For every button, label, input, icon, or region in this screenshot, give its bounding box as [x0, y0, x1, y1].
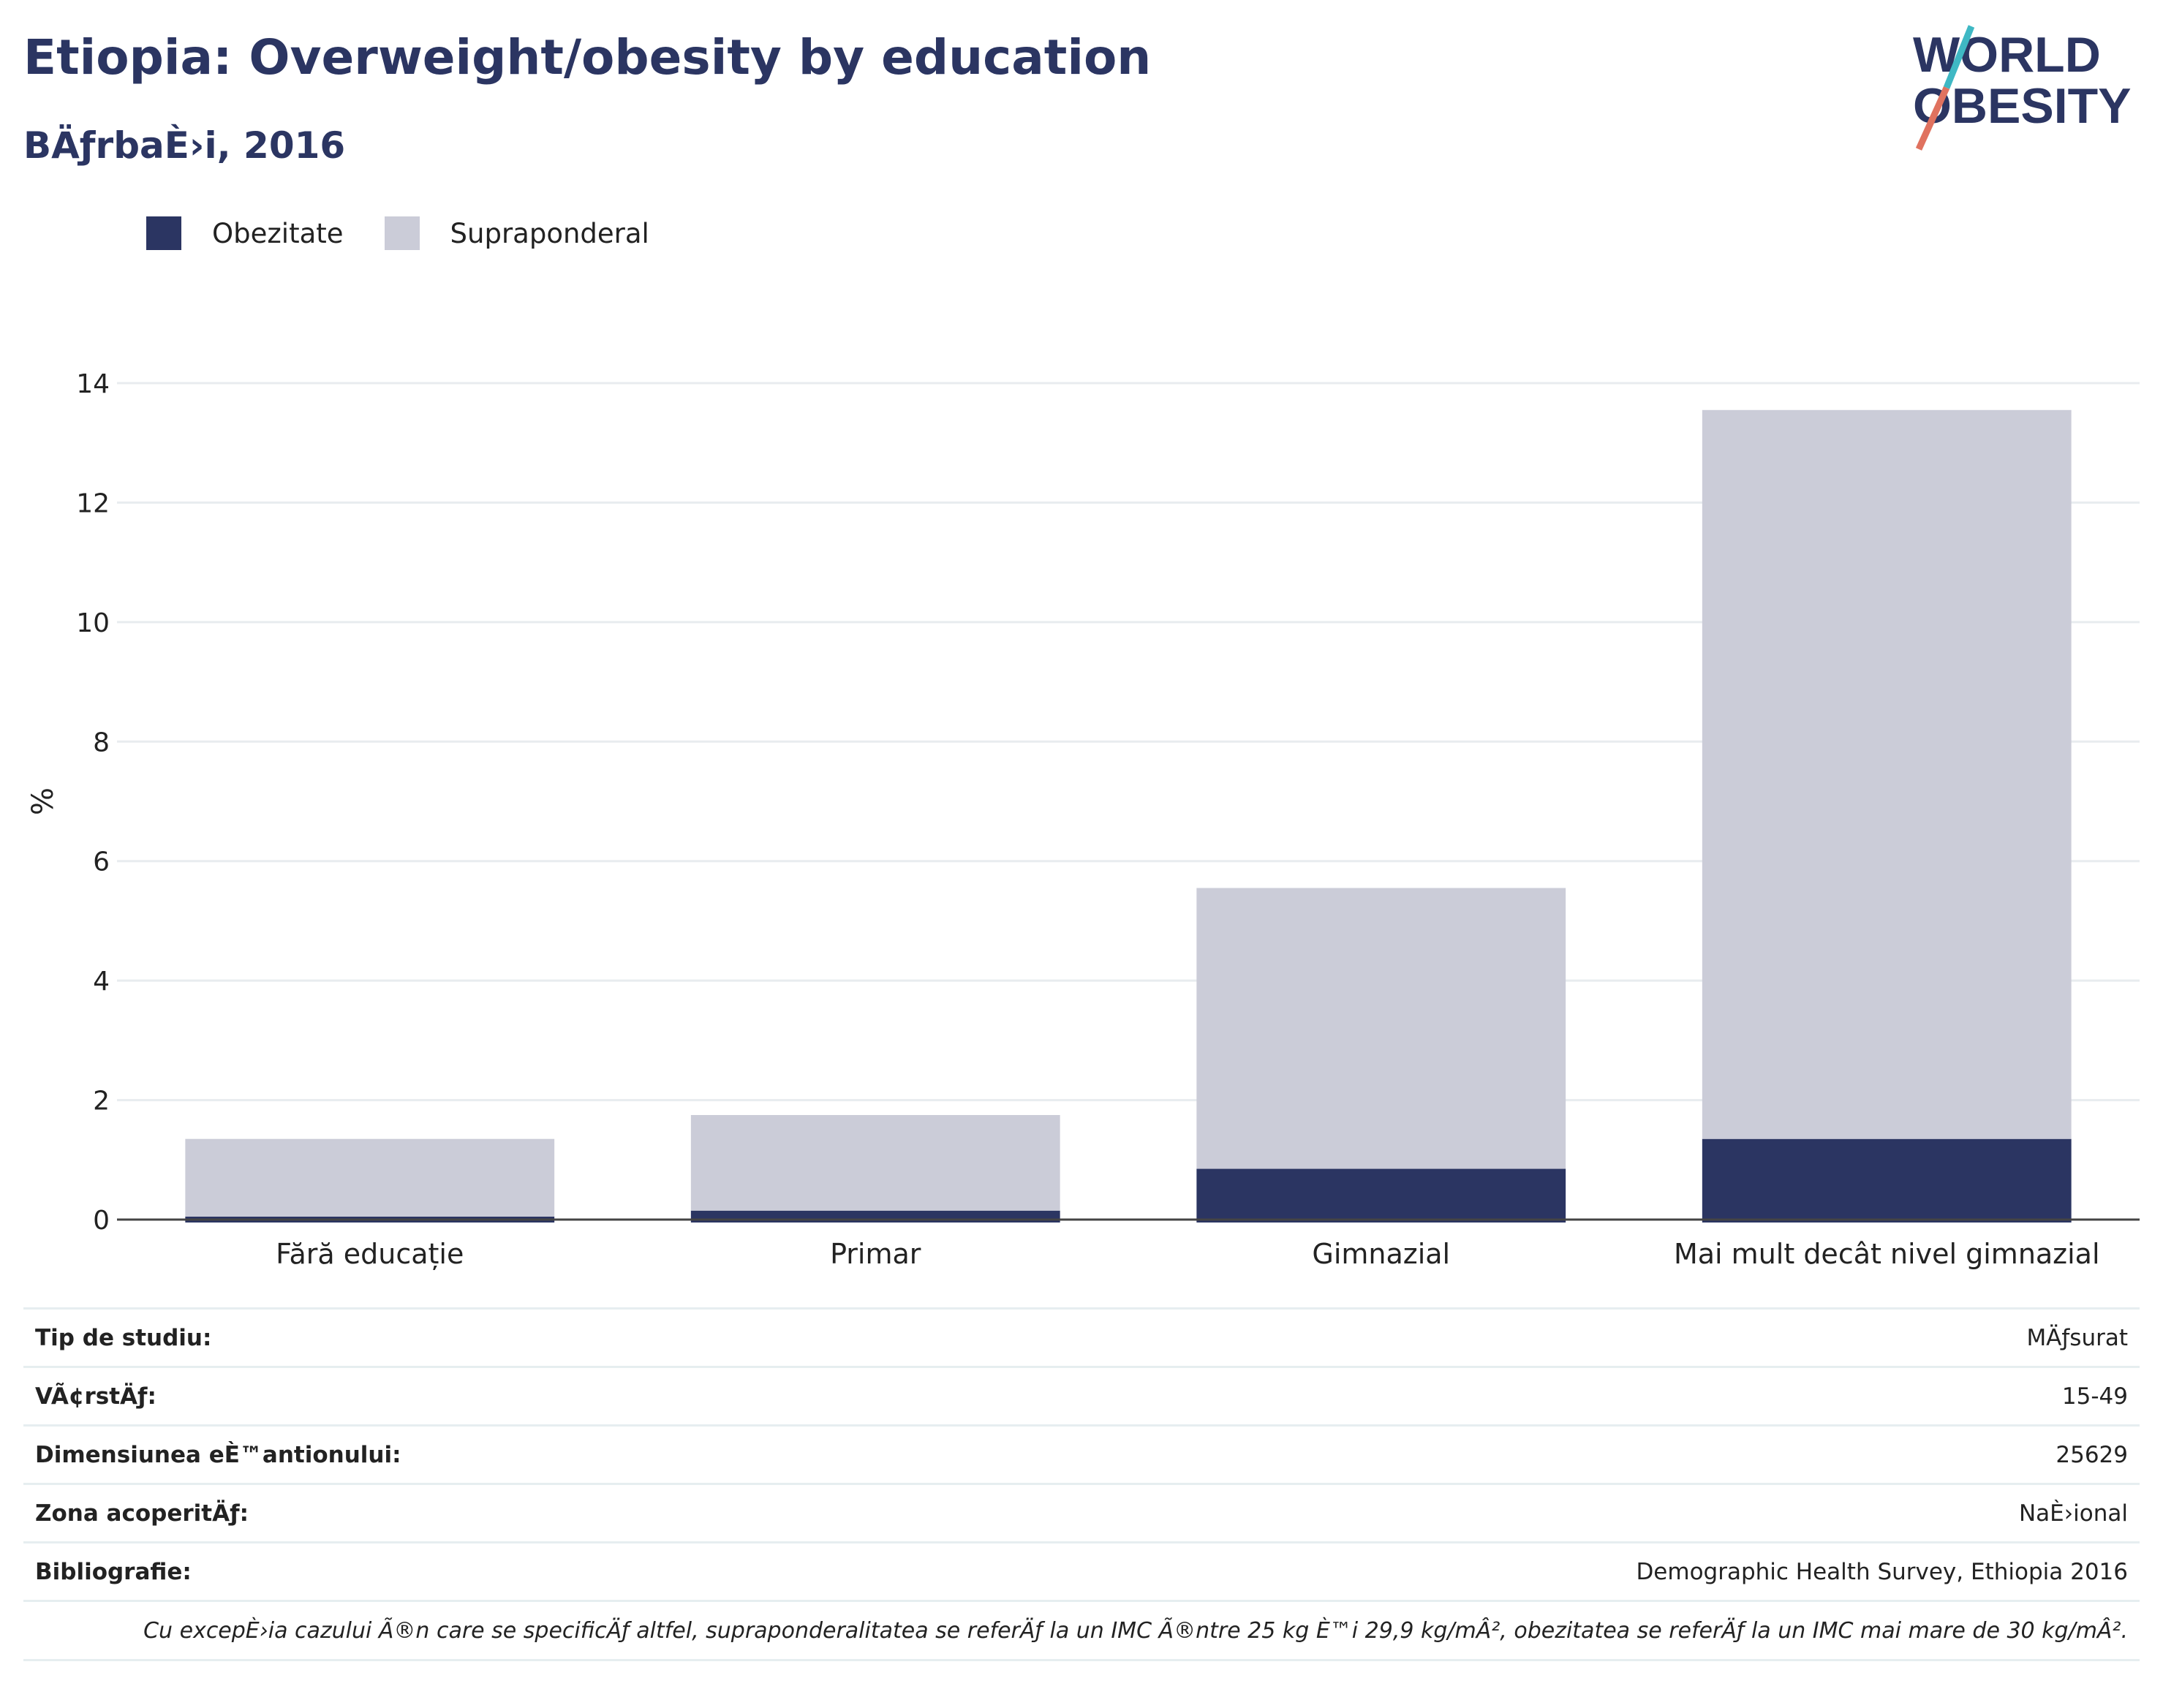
bar-supraponderal: [1702, 409, 2072, 1139]
legend-swatch-obezitate: [146, 216, 181, 250]
chart-title: Etiopia: Overweight/obesity by education: [23, 29, 1152, 86]
meta-row-coverage: Zona acoperitÄƒ: NaÈ›ional: [23, 1483, 2140, 1541]
meta-value: MÄƒsurat: [2026, 1324, 2128, 1351]
x-tick-label: Mai mult decât nivel gimnazial: [1674, 1238, 2100, 1270]
legend: Obezitate Supraponderal: [146, 216, 690, 250]
meta-label: VÃ¢rstÄƒ:: [35, 1383, 156, 1410]
meta-label: Dimensiunea eÈ™antionului:: [35, 1441, 401, 1468]
bar-obezitate: [1702, 1138, 2072, 1223]
meta-label: Bibliografie:: [35, 1558, 192, 1585]
x-tick-label: Gimnazial: [1312, 1238, 1450, 1270]
meta-value: 25629: [2056, 1441, 2128, 1468]
bar-supraponderal: [690, 1115, 1060, 1211]
y-tick-label: 10: [76, 608, 110, 638]
logo-slash-coral: [1915, 86, 1950, 151]
bar-chart: 0 2 4 6 8 10 12 14% Fără educație Primar Gimnazial…: [26, 369, 2140, 1270]
meta-label: Zona acoperitÄƒ:: [35, 1500, 249, 1527]
bar-supraponderal: [1196, 888, 1566, 1169]
meta-value: 15-49: [2061, 1383, 2128, 1410]
y-tick-label: 6: [93, 847, 110, 877]
legend-item-supraponderal: Supraponderal: [384, 216, 649, 250]
meta-row-bibliography: Bibliografie: Demographic Health Survey,…: [23, 1541, 2140, 1600]
y-tick-label: 12: [76, 488, 110, 518]
y-tick-label: 4: [93, 967, 110, 997]
footnote: Cu excepÈ›ia cazului Ã®n care se specifi…: [23, 1600, 2140, 1661]
bar-obezitate: [1196, 1168, 1566, 1223]
legend-label-supraponderal: Supraponderal: [450, 217, 649, 249]
y-tick-label: 14: [76, 369, 110, 399]
metadata-table: Tip de studiu: MÄƒsurat VÃ¢rstÄƒ: 15-49 …: [23, 1307, 2140, 1661]
logo-word-1: WORLD: [1913, 27, 2101, 83]
legend-swatch-supraponderal: [384, 216, 420, 250]
y-tick-label: 0: [93, 1206, 110, 1236]
meta-value: Demographic Health Survey, Ethiopia 2016: [1636, 1558, 2128, 1585]
bar-supraponderal: [185, 1138, 555, 1217]
meta-value: NaÈ›ional: [2018, 1500, 2128, 1527]
legend-item-obezitate: Obezitate: [146, 216, 344, 250]
bar-obezitate: [690, 1210, 1060, 1223]
x-tick-label: Primar: [830, 1238, 921, 1270]
meta-row-age: VÃ¢rstÄƒ: 15-49: [23, 1366, 2140, 1424]
legend-label-obezitate: Obezitate: [212, 217, 344, 249]
y-tick-label: 2: [93, 1087, 110, 1116]
logo-slash-teal: [1943, 25, 1975, 89]
x-tick-label: Fără educație: [276, 1238, 464, 1270]
y-tick-label: 8: [93, 728, 110, 757]
meta-row-sample-size: Dimensiunea eÈ™antionului: 25629: [23, 1424, 2140, 1483]
y-axis-title: %: [26, 787, 60, 815]
world-obesity-logo: WORLD OBESITY: [1913, 25, 2132, 151]
meta-row-study-type: Tip de studiu: MÄƒsurat: [23, 1307, 2140, 1366]
meta-label: Tip de studiu:: [35, 1324, 212, 1351]
chart-subtitle: BÄƒrbaÈ›i, 2016: [23, 124, 346, 167]
